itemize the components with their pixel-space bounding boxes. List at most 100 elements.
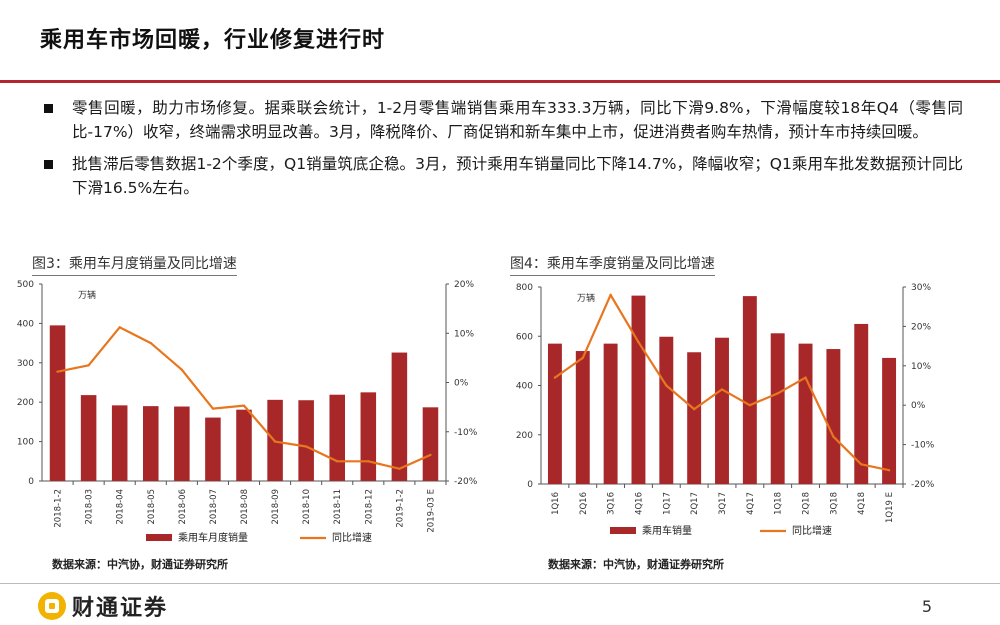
bar	[603, 343, 618, 484]
y-tick-label: 300	[17, 359, 34, 369]
x-tick-label: 3Q16	[607, 492, 617, 515]
x-tick-label: 1Q16	[551, 492, 561, 515]
bullet-text: 批售滞后零售数据1-2个季度，Q1销量筑底企稳。3月，预计乘用车销量同比下降14…	[72, 155, 963, 197]
x-tick-label: 2018-06	[178, 489, 188, 525]
company-logo: 财通证券	[38, 590, 168, 622]
x-tick-label: 2018-10	[302, 489, 312, 525]
growth-point	[804, 376, 807, 379]
bar	[742, 296, 757, 484]
growth-point	[242, 404, 246, 407]
growth-point	[149, 341, 152, 345]
growth-point	[211, 407, 215, 410]
x-tick-label: 4Q18	[857, 492, 867, 515]
bar	[391, 352, 408, 481]
bar	[80, 395, 97, 481]
y-tick-label: 200	[17, 398, 34, 408]
growth-point	[336, 460, 339, 463]
y-tick-label: 800	[516, 283, 533, 293]
growth-point	[429, 453, 432, 457]
logo-text: 财通证券	[72, 596, 169, 621]
growth-point	[887, 469, 891, 472]
y-tick-label: 100	[17, 438, 34, 448]
y-tick-label: 400	[516, 382, 533, 392]
x-tick-label: 2Q18	[802, 492, 812, 515]
figure4-title: 图4：乘用车季度销量及同比增速	[510, 253, 715, 276]
bullet-text: 零售回暖，助力市场修复。据乘联会统计，1-2月零售端销售乘用车333.3万辆，同…	[72, 99, 963, 141]
growth-point	[860, 463, 863, 466]
bullet-item: 批售滞后零售数据1-2个季度，Q1销量筑底企稳。3月，预计乘用车销量同比下降14…	[38, 152, 963, 200]
legend-label: 同比增速	[792, 524, 832, 537]
growth-point	[776, 392, 779, 395]
growth-point	[637, 340, 640, 344]
growth-point	[748, 404, 752, 407]
y2-tick-label: 20%	[911, 322, 931, 332]
bar	[854, 323, 869, 484]
x-tick-label: 2Q17	[690, 492, 700, 515]
bar	[882, 357, 897, 484]
y-tick-label: 0	[527, 480, 533, 490]
y2-tick-label: -20%	[454, 477, 478, 487]
legend-bar-swatch	[146, 534, 172, 541]
x-tick-label: 3Q17	[718, 492, 728, 515]
growth-point	[692, 407, 696, 411]
unit-label: 万辆	[577, 292, 595, 304]
x-tick-label: 1Q18	[774, 492, 784, 515]
page-number: 5	[921, 597, 932, 616]
growth-point	[87, 364, 90, 367]
growth-point	[665, 384, 668, 387]
bar	[422, 407, 439, 481]
bar	[770, 333, 785, 484]
bar	[298, 400, 314, 481]
y2-tick-label: 30%	[911, 283, 931, 293]
x-tick-label: 1Q17	[662, 492, 672, 515]
slide-title: 乘用车市场回暖，行业修复进行时	[40, 27, 386, 53]
figure4-chart: 0 200 400 600 800 -20% -10% 0% 10% 20% 30% 万辆 1Q16 2Q…	[516, 283, 935, 537]
x-tick-label: 2019-1-2	[395, 489, 405, 528]
bar	[236, 409, 252, 481]
bar	[205, 417, 221, 481]
bar	[49, 325, 66, 481]
x-tick-label: 2018-07	[209, 489, 219, 525]
y2-tick-label: 0%	[911, 401, 926, 411]
y-tick-label: 600	[516, 332, 533, 342]
y2-tick-label: -10%	[911, 441, 935, 451]
growth-point	[118, 326, 121, 329]
x-tick-label: 2Q16	[579, 492, 589, 515]
bar	[715, 337, 729, 484]
bullet-list: 零售回暖，助力市场修复。据乘联会统计，1-2月零售端销售乘用车333.3万辆，同…	[38, 96, 963, 208]
unit-label: 万辆	[78, 289, 96, 301]
x-tick-label: 2018-04	[116, 489, 126, 525]
y2-tick-label: 20%	[454, 280, 474, 290]
x-tick-label: 2018-1-2	[54, 489, 64, 528]
growth-point	[553, 376, 557, 379]
x-tick-label: 2019-03 E	[426, 489, 436, 533]
x-tick-label: 2018-03	[85, 489, 95, 525]
bar	[575, 351, 590, 484]
bar	[547, 343, 562, 484]
x-tick-label: 2018-12	[364, 489, 374, 525]
bar	[826, 349, 841, 484]
y-tick-label: 500	[17, 280, 34, 290]
x-tick-label: 4Q16	[634, 492, 644, 515]
bar	[659, 336, 674, 484]
figure3-title: 图3：乘用车月度销量及同比增速	[32, 253, 237, 276]
bar	[329, 394, 345, 481]
y2-tick-label: -10%	[454, 428, 478, 438]
bar	[687, 352, 702, 484]
figure3-source: 数据来源：中汽协，财通证券研究所	[52, 558, 228, 571]
figure3-chart: 0 100 200 300 400 500 -20% -10% 0% 10% 20% 万辆 2018-1…	[17, 280, 478, 544]
bullet-square-icon	[44, 160, 53, 169]
y2-tick-label: -20%	[911, 480, 935, 490]
coin-logo-icon	[38, 592, 66, 620]
x-tick-label: 2018-08	[240, 489, 250, 525]
growth-point	[367, 460, 370, 463]
x-tick-label: 4Q17	[746, 492, 756, 515]
title-rule	[0, 80, 1000, 83]
growth-point	[720, 388, 724, 391]
bar	[360, 392, 377, 481]
y-tick-label: 200	[516, 431, 533, 441]
y-tick-label: 0	[28, 477, 34, 487]
y-tick-label: 400	[17, 319, 34, 329]
x-tick-label: 1Q19 E	[885, 492, 895, 523]
growth-point	[832, 435, 835, 438]
